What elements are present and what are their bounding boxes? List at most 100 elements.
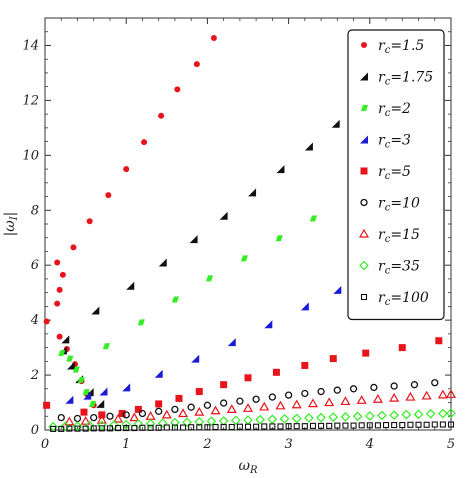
data-point (318, 422, 325, 429)
data-point (236, 397, 244, 405)
legend-marker (360, 135, 368, 144)
data-point (123, 166, 130, 173)
data-point (276, 165, 285, 174)
data-point (398, 344, 406, 352)
data-point (356, 395, 367, 404)
data-point (204, 424, 211, 431)
x-tick-label: 0 (41, 437, 49, 452)
data-point (137, 319, 145, 326)
data-point (178, 408, 189, 418)
data-point (333, 386, 341, 394)
data-point (195, 388, 203, 396)
data-point (115, 425, 122, 432)
data-point (96, 399, 105, 408)
data-point (191, 354, 200, 363)
data-point (293, 423, 300, 430)
data-point (264, 320, 273, 329)
y-tick-label: 0 (31, 423, 39, 438)
data-point (382, 422, 390, 429)
data-point (96, 420, 107, 431)
data-point (121, 419, 132, 430)
data-point (194, 416, 205, 427)
data-point (421, 390, 432, 400)
data-point (267, 414, 278, 425)
y-tick-label: 4 (30, 313, 39, 328)
data-point (102, 343, 110, 350)
data-point (275, 235, 283, 242)
legend-label: rc=1.75 (378, 70, 433, 88)
data-point (171, 405, 179, 414)
data-point (133, 419, 144, 429)
data-point (300, 302, 309, 311)
legend-label: rc=15 (378, 227, 420, 245)
y-tick-label: 14 (22, 38, 39, 53)
data-point (54, 259, 61, 266)
series-1 (43, 35, 217, 409)
data-point (240, 255, 248, 262)
data-point (401, 409, 412, 420)
data-point (277, 423, 284, 430)
data-point (99, 387, 108, 396)
data-point (56, 286, 63, 293)
data-point (210, 35, 217, 42)
data-point (210, 405, 221, 415)
data-point (220, 423, 227, 431)
data-point (72, 421, 83, 432)
data-point (364, 411, 375, 421)
data-point (358, 422, 365, 429)
data-point (126, 281, 135, 290)
data-point (64, 416, 75, 426)
data-point (413, 409, 424, 420)
data-point (366, 422, 373, 429)
data-point (89, 400, 97, 407)
y-tick-label: 6 (31, 258, 39, 273)
series-6 (57, 379, 439, 423)
data-point (377, 410, 387, 421)
data-point (82, 425, 89, 432)
data-point (352, 411, 363, 422)
legend-label: rc=100 (378, 290, 429, 308)
legend-marker (360, 293, 368, 301)
data-point (58, 425, 65, 432)
data-point (372, 394, 383, 403)
data-point (90, 413, 98, 422)
data-point (304, 142, 313, 151)
data-point (243, 415, 253, 425)
data-point (158, 112, 165, 119)
data-point (212, 423, 219, 431)
legend-marker (360, 72, 368, 81)
data-point (43, 318, 50, 325)
data-point (370, 383, 378, 392)
data-point (189, 235, 198, 244)
data-point (59, 271, 66, 278)
data-point (182, 417, 192, 428)
series-2 (58, 119, 340, 408)
x-tick-label: 5 (447, 437, 455, 452)
legend-label: rc=1.5 (378, 38, 424, 56)
data-points (43, 35, 457, 432)
data-point (399, 422, 406, 429)
x-tick-label: 3 (284, 437, 292, 452)
data-point (340, 411, 351, 422)
data-point (145, 418, 156, 429)
data-point (147, 424, 154, 431)
data-point (84, 420, 95, 431)
data-point (439, 421, 446, 428)
data-point (155, 400, 163, 408)
data-point (66, 425, 73, 432)
data-point (342, 422, 349, 429)
data-point (158, 258, 167, 267)
data-point (446, 408, 456, 419)
legend-marker (361, 42, 367, 48)
data-point (333, 285, 342, 294)
x-tick-label: 4 (365, 437, 374, 452)
data-point (56, 333, 63, 340)
data-point (60, 421, 71, 432)
data-point (244, 423, 252, 430)
data-point (174, 86, 181, 93)
data-point (279, 413, 290, 424)
data-point (445, 389, 457, 398)
data-point (291, 413, 302, 424)
data-point (66, 361, 75, 370)
data-point (141, 139, 148, 146)
